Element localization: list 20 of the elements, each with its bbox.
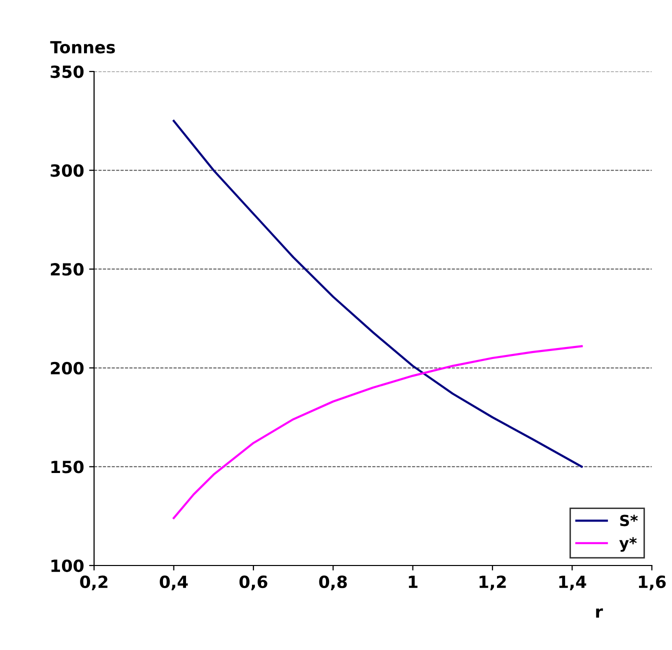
- x-tick-label: 1,6: [638, 576, 666, 590]
- x-tick-label: 1,4: [559, 576, 586, 590]
- x-tick-label: 1,2: [480, 576, 506, 590]
- legend-label: y*: [619, 537, 637, 552]
- y-tick-label: 150: [51, 460, 84, 474]
- x-tick-label: 0,8: [319, 576, 347, 590]
- y-tick-label: 100: [51, 559, 84, 572]
- y-axis-title: Tonnes: [50, 41, 115, 54]
- legend-label: S*: [620, 514, 638, 526]
- x-axis-title: r: [596, 608, 603, 618]
- y-tick-label: 250: [50, 263, 84, 276]
- y-tick-label: 200: [50, 362, 84, 374]
- y-tick-label: 300: [50, 164, 84, 177]
- x-tick-label: 0,2: [80, 576, 108, 590]
- x-tick-label: 0,6: [239, 576, 268, 590]
- y-tick-label: 350: [50, 65, 84, 78]
- x-tick-label: 1: [408, 576, 418, 588]
- x-tick-label: 0,4: [160, 576, 188, 590]
- line-series: [172, 120, 583, 468]
- line-series: [172, 345, 583, 520]
